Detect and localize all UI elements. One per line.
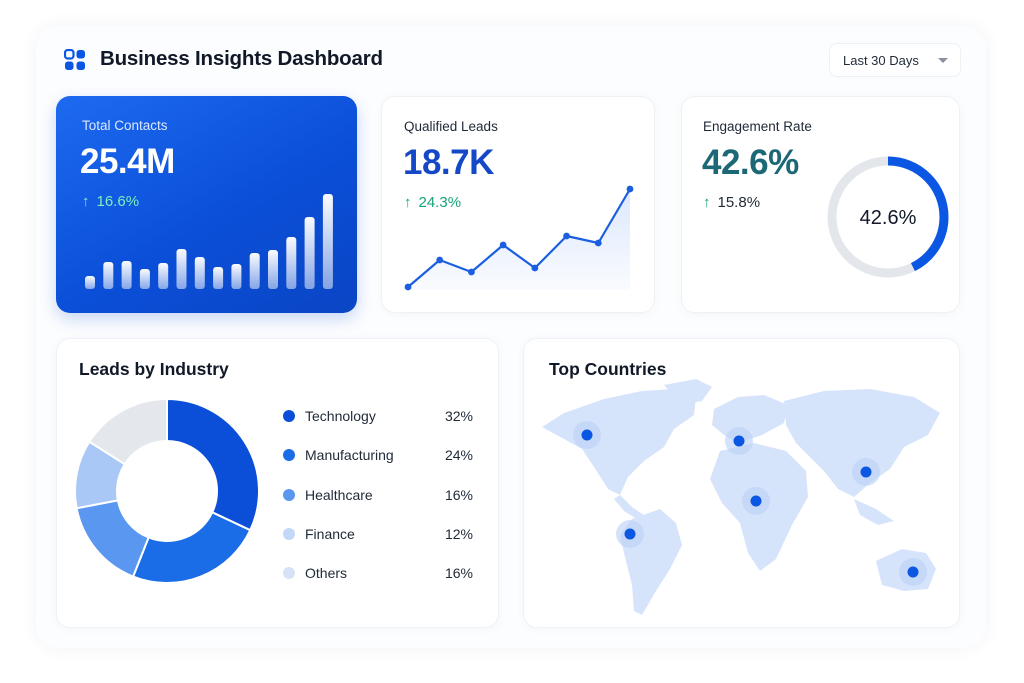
country-marker-africa[interactable] <box>750 495 762 507</box>
continent-north-america <box>542 389 696 495</box>
leads-point <box>594 239 602 247</box>
change-value: 24.3% <box>418 194 462 211</box>
legend-pct: 12% <box>444 526 473 542</box>
leads-point <box>531 264 539 272</box>
contacts-bar <box>176 249 187 289</box>
metric-value: 42.6% <box>702 143 799 182</box>
engagement-rate-card[interactable]: Engagement Rate 42.6% ↑ 15.8% 42.6% <box>681 96 960 313</box>
legend-name: Finance <box>305 526 355 542</box>
legend-name: Technology <box>305 408 376 424</box>
contacts-bar <box>286 237 297 289</box>
legend-dot <box>283 528 295 540</box>
donut-slice-others[interactable] <box>87 397 168 466</box>
continent-southeast-asia <box>854 499 894 525</box>
industry-donut-chart <box>74 397 260 584</box>
country-marker-south-america[interactable] <box>624 528 636 540</box>
contacts-bar <box>231 264 242 289</box>
contacts-bar <box>249 253 260 289</box>
industry-card: Leads by Industry Technology 32% Manufac… <box>56 338 499 628</box>
legend-name: Manufacturing <box>305 447 394 463</box>
legend-pct: 24% <box>444 447 473 463</box>
contacts-bar <box>194 257 205 289</box>
country-marker-australia[interactable] <box>907 566 919 578</box>
contacts-bar <box>139 269 150 289</box>
gauge-label: 42.6% <box>860 207 917 229</box>
leads-area-fill <box>408 189 630 290</box>
leads-point <box>499 241 507 249</box>
legend-dot <box>283 567 295 579</box>
donut-slice-healthcare[interactable] <box>75 499 150 578</box>
contacts-bar <box>121 261 132 289</box>
metric-value: 18.7K <box>403 143 494 182</box>
metric-change: ↑ 15.8% <box>703 194 760 211</box>
date-range-label: Last 30 Days <box>843 52 919 68</box>
leads-point <box>626 185 634 193</box>
leads-point <box>404 283 412 291</box>
metric-change: ↑ 16.6% <box>82 193 139 210</box>
country-marker-east-asia[interactable] <box>860 466 872 478</box>
metric-label: Engagement Rate <box>703 119 812 134</box>
legend-dot <box>283 410 295 422</box>
leads-point <box>468 268 475 276</box>
legend-pct: 32% <box>444 408 473 424</box>
metric-label: Qualified Leads <box>404 119 498 134</box>
legend-pct: 16% <box>444 565 473 581</box>
metric-label: Total Contacts <box>82 118 168 133</box>
section-title: Top Countries <box>549 359 667 379</box>
continent-asia <box>784 389 940 497</box>
contacts-bar <box>213 267 224 289</box>
continent-central-america <box>614 495 644 521</box>
world-map <box>542 379 940 615</box>
page-title: Business Insights Dashboard <box>100 47 383 70</box>
legend-name: Healthcare <box>305 487 373 503</box>
arrow-up-icon: ↑ <box>82 193 90 210</box>
contacts-bar <box>268 250 278 289</box>
country-marker-north-america[interactable] <box>581 429 593 441</box>
legend-dot <box>283 489 295 501</box>
leads-point <box>563 232 570 240</box>
leads-line-chart <box>404 185 634 291</box>
section-title: Leads by Industry <box>79 359 229 379</box>
leads-point <box>436 256 444 264</box>
total-contacts-card[interactable]: Total Contacts 25.4M ↑ 16.6% <box>56 96 357 313</box>
contacts-bar <box>322 194 333 289</box>
chevron-down-icon <box>938 57 948 63</box>
legend-item-technology[interactable]: Technology 32% <box>283 406 473 426</box>
legend-item-finance[interactable]: Finance 12% <box>283 524 473 544</box>
dashboard-grid-icon <box>64 49 85 70</box>
metric-value: 25.4M <box>80 142 175 181</box>
contacts-bar <box>85 276 95 289</box>
change-value: 16.6% <box>96 193 140 210</box>
countries-card: Top Countries <box>523 338 960 628</box>
donut-slice-technology[interactable] <box>166 397 260 532</box>
legend-pct: 16% <box>444 487 473 503</box>
arrow-up-icon: ↑ <box>404 194 412 211</box>
arrow-up-icon: ↑ <box>703 194 711 211</box>
country-marker-europe[interactable] <box>733 435 745 447</box>
leads-series-line <box>407 188 631 288</box>
contacts-bar <box>158 263 169 289</box>
date-range-dropdown[interactable]: Last 30 Days <box>829 43 961 77</box>
contacts-bar <box>304 217 315 289</box>
metric-change: ↑ 24.3% <box>404 194 461 211</box>
legend-item-others[interactable]: Others 16% <box>283 563 473 583</box>
donut-slice-manufacturing[interactable] <box>131 510 252 584</box>
change-value: 15.8% <box>717 194 761 211</box>
contacts-bar-chart <box>85 194 333 289</box>
legend-item-healthcare[interactable]: Healthcare 16% <box>283 485 473 505</box>
engagement-ring-gauge: 42.6% <box>827 156 949 278</box>
legend-name: Others <box>305 565 348 581</box>
qualified-leads-card[interactable]: Qualified Leads 18.7K ↑ 24.3% <box>381 96 655 313</box>
gauge-progress-arc <box>827 156 949 278</box>
legend-dot <box>283 449 295 461</box>
continent-greenland <box>664 379 712 405</box>
legend-item-manufacturing[interactable]: Manufacturing 24% <box>283 445 473 465</box>
contacts-bar <box>103 262 114 289</box>
